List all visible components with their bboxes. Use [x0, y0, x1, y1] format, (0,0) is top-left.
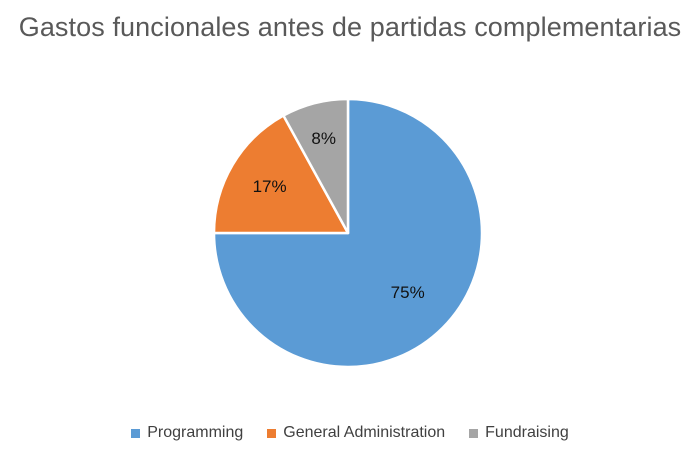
- data-label-fundraising: 8%: [311, 129, 336, 148]
- legend-swatch-programming: [131, 428, 141, 438]
- legend-swatch-general-administration: [267, 428, 277, 438]
- pie-slice-fundraising: [282, 97, 350, 235]
- data-label-programming: 75%: [391, 283, 425, 302]
- legend-label-programming: Programming: [147, 424, 244, 441]
- legend-item-general-administration: General Administration: [267, 424, 445, 442]
- legend-item-programming: Programming: [131, 424, 243, 442]
- legend-swatch-fundraising: [469, 428, 479, 438]
- legend-label-general-administration: General Administration: [283, 424, 446, 441]
- data-label-general-administration: 17%: [253, 177, 287, 196]
- legend: Programming General Administration Fundr…: [0, 424, 700, 442]
- legend-label-fundraising: Fundraising: [485, 424, 569, 441]
- legend-item-fundraising: Fundraising: [469, 424, 569, 442]
- pie-slice-general-administration: [212, 114, 350, 235]
- chart-title: Gastos funcionales antes de partidas com…: [18, 12, 682, 42]
